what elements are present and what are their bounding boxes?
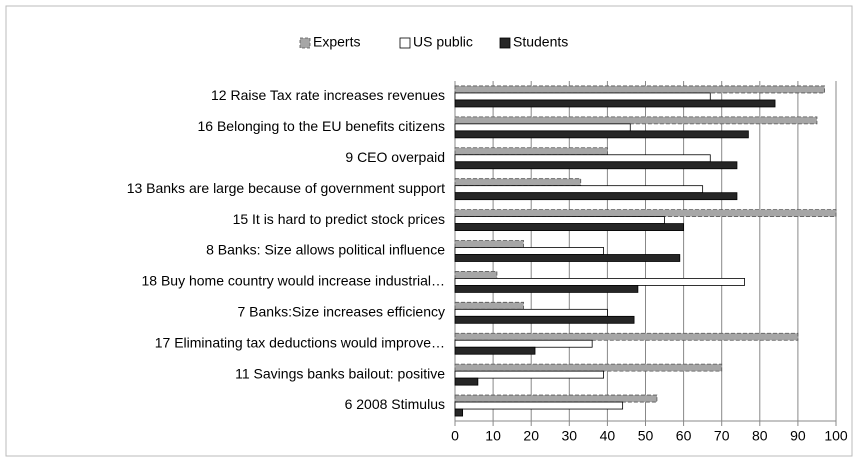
- legend-swatch: [299, 37, 311, 49]
- bar: [454, 315, 635, 324]
- bar: [454, 240, 524, 248]
- y-tick-label: 18 Buy home country would increase indus…: [142, 273, 446, 289]
- bar: [454, 223, 685, 231]
- bar: [454, 178, 582, 187]
- y-tick-label: 6 2008 Stimulus: [345, 396, 445, 412]
- bar: [454, 161, 738, 170]
- bar: [454, 394, 658, 403]
- y-tick-label: 15 It is hard to predict stock prices: [233, 211, 445, 227]
- bar: [454, 185, 704, 194]
- legend-label: US public: [413, 34, 473, 50]
- bar: [454, 92, 711, 101]
- legend-label: Experts: [313, 34, 360, 50]
- bar: [454, 370, 604, 379]
- x-tick-label: 20: [523, 428, 539, 444]
- y-tick-label: 12 Raise Tax rate increases revenues: [211, 87, 445, 103]
- bar: [454, 346, 536, 355]
- x-tick-label: 0: [451, 428, 459, 444]
- bar: [454, 147, 608, 156]
- y-tick-label: 13 Banks are large because of government…: [127, 180, 445, 196]
- x-tick-label: 60: [676, 428, 692, 444]
- bar: [454, 278, 745, 286]
- y-tick-label: 16 Belonging to the EU benefits citizens: [198, 118, 446, 134]
- bar: [454, 123, 631, 132]
- bar: [454, 216, 665, 224]
- bar: [454, 308, 608, 317]
- y-tick-label: 11 Savings banks bailout: positive: [235, 365, 445, 381]
- y-tick-label: 17 Eliminating tax deductions would impr…: [155, 334, 445, 350]
- bar: [454, 408, 464, 417]
- x-tick-label: 90: [790, 428, 806, 444]
- x-tick-label: 50: [638, 428, 654, 444]
- bar: [454, 116, 818, 125]
- legend-swatch: [499, 37, 511, 49]
- bar: [454, 271, 498, 279]
- y-tick-label: 8 Banks: Size allows political influence: [206, 242, 445, 258]
- bar: [454, 247, 604, 255]
- y-tick-label: 9 CEO overpaid: [345, 149, 445, 165]
- x-tick-label: 10: [485, 428, 501, 444]
- bar: [454, 154, 711, 163]
- legend-swatch: [399, 37, 411, 49]
- bar: [454, 254, 681, 262]
- legend-label: Students: [513, 34, 568, 50]
- bar: [454, 332, 799, 341]
- x-tick-label: 70: [714, 428, 730, 444]
- bar: [454, 192, 738, 201]
- bar: [454, 363, 723, 372]
- bar: [454, 99, 776, 108]
- bar: [454, 130, 749, 139]
- bar: [454, 85, 825, 94]
- bar: [454, 209, 837, 217]
- bar: [454, 301, 524, 310]
- bar: [454, 377, 479, 386]
- chart-frame: [5, 5, 853, 457]
- x-tick-label: 40: [600, 428, 616, 444]
- x-tick-label: 30: [562, 428, 578, 444]
- x-tick-label: 80: [752, 428, 768, 444]
- bar: [454, 285, 639, 293]
- y-tick-label: 7 Banks:Size increases efficiency: [237, 304, 445, 320]
- bar: [454, 401, 624, 410]
- x-tick-label: 100: [824, 428, 848, 444]
- bar: [454, 339, 593, 348]
